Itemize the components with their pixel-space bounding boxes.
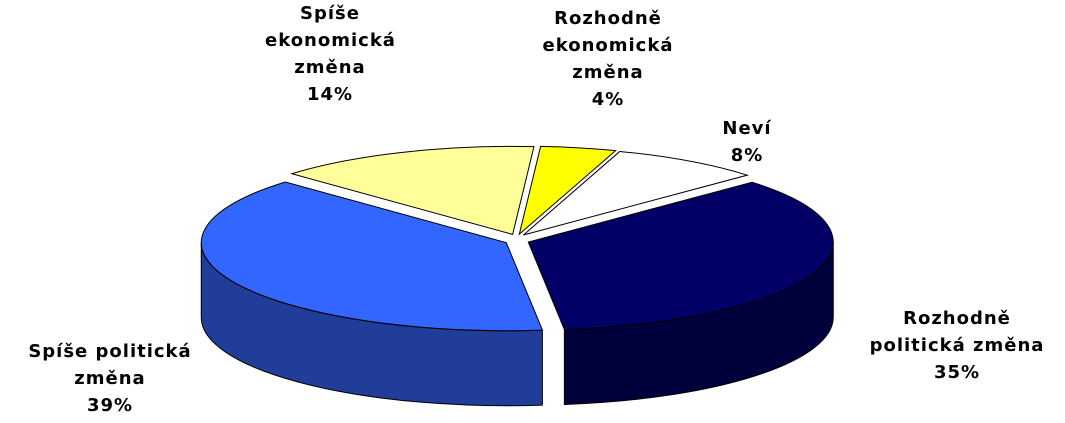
- label-name: Spíše ekonomická změna: [265, 3, 396, 78]
- label-value: 14%: [306, 84, 354, 105]
- data-label: Neví 8%: [697, 115, 797, 169]
- label-value: 8%: [730, 145, 764, 166]
- label-value: 39%: [86, 395, 134, 416]
- label-name: Spíše politická změna: [28, 341, 192, 389]
- label-name: Rozhodně ekonomická změna: [542, 8, 674, 83]
- label-name: Rozhodně politická změna: [869, 308, 1045, 356]
- slice: [200, 181, 544, 332]
- data-label: Spíše politická změna 39%: [13, 338, 208, 419]
- label-value: 35%: [933, 362, 981, 383]
- slice: [523, 150, 750, 236]
- slice: [289, 145, 535, 236]
- data-label: Rozhodně politická změna 35%: [865, 305, 1050, 386]
- data-label: Rozhodně ekonomická změna 4%: [533, 5, 683, 113]
- slice: [518, 145, 617, 236]
- label-name: Neví: [722, 118, 772, 139]
- slice: [527, 181, 834, 330]
- label-value: 4%: [591, 89, 625, 110]
- data-label: Spíše ekonomická změna 14%: [265, 0, 395, 108]
